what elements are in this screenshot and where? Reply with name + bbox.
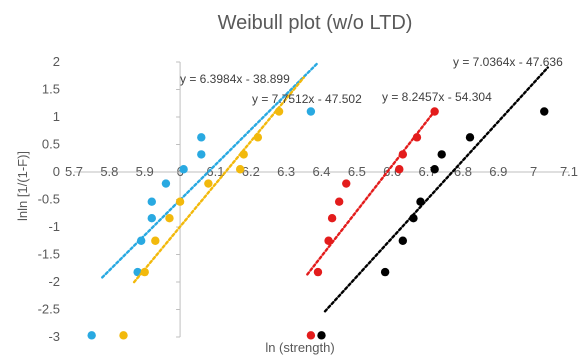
data-point <box>161 179 171 188</box>
data-point <box>140 267 149 277</box>
data-point <box>317 331 326 340</box>
y-tick-label: 2 <box>53 54 60 69</box>
data-point <box>165 214 174 223</box>
data-point <box>204 179 213 188</box>
y-tick-label: -2 <box>48 274 60 289</box>
data-point <box>197 133 206 142</box>
data-point <box>151 236 160 245</box>
data-point <box>119 331 128 340</box>
data-point <box>412 133 422 142</box>
data-point <box>313 267 323 277</box>
trendline-equation: y = 8.2457x - 54.304 <box>382 90 492 104</box>
data-point <box>465 133 475 142</box>
data-point <box>147 197 156 206</box>
y-tick-label: -2.5 <box>38 302 60 317</box>
data-point <box>416 197 425 206</box>
x-tick-label: 5.8 <box>100 164 118 179</box>
trendline-equation: y = 7.0364x - 47.636 <box>453 55 563 69</box>
y-axis-title: lnln [1/(1-F)] <box>15 151 30 221</box>
trendline <box>323 66 549 313</box>
y-tick-label: 0 <box>53 164 60 179</box>
x-tick-label: 6.4 <box>312 164 330 179</box>
trendline-equation: y = 7.7512x - 47.502 <box>252 92 362 106</box>
data-point <box>147 214 156 223</box>
data-point <box>398 150 408 159</box>
data-point <box>398 236 408 245</box>
y-tick-label: 1 <box>53 109 60 124</box>
x-tick-label: 6.1 <box>206 164 224 179</box>
data-point <box>430 107 439 116</box>
x-tick-label: 7 <box>530 164 537 179</box>
data-point <box>437 150 446 159</box>
y-tick-label: -1.5 <box>38 247 60 262</box>
data-point <box>179 165 188 174</box>
y-tick-label: 1.5 <box>42 82 60 97</box>
data-point <box>235 165 245 174</box>
data-point <box>327 214 337 223</box>
trendline-equation: y = 6.3984x - 38.899 <box>180 72 290 86</box>
x-tick-label: 6.8 <box>454 164 472 179</box>
data-point <box>342 179 351 188</box>
data-point <box>334 197 344 206</box>
data-point <box>395 165 404 174</box>
data-point <box>274 107 284 116</box>
data-point <box>430 165 439 174</box>
data-point <box>306 331 316 340</box>
x-axis-title: ln (strength) <box>265 340 334 355</box>
x-tick-label: 6.3 <box>277 164 295 179</box>
y-tick-label: -0.5 <box>38 192 60 207</box>
data-point <box>136 236 146 245</box>
data-point <box>409 214 418 223</box>
y-tick-label: -1 <box>48 219 60 234</box>
data-point <box>239 150 248 159</box>
y-tick-label: -3 <box>48 329 60 344</box>
x-tick-label: 6.2 <box>242 164 260 179</box>
x-tick-label: 6.9 <box>489 164 507 179</box>
data-point <box>324 236 333 245</box>
data-point <box>380 267 390 277</box>
plot-area: 5.75.85.966.16.26.36.46.56.66.76.86.977.… <box>38 54 578 344</box>
data-point <box>306 107 316 116</box>
y-tick-label: 0.5 <box>42 137 60 152</box>
chart-title: Weibull plot (w/o LTD) <box>218 12 413 34</box>
data-point <box>197 150 206 159</box>
data-point <box>540 107 549 116</box>
data-point <box>253 133 263 142</box>
x-tick-label: 5.9 <box>136 164 154 179</box>
x-tick-label: 6.5 <box>348 164 366 179</box>
data-point <box>87 331 96 340</box>
x-tick-label: 5.7 <box>65 164 83 179</box>
x-tick-label: 7.1 <box>560 164 578 179</box>
data-point <box>175 197 185 206</box>
